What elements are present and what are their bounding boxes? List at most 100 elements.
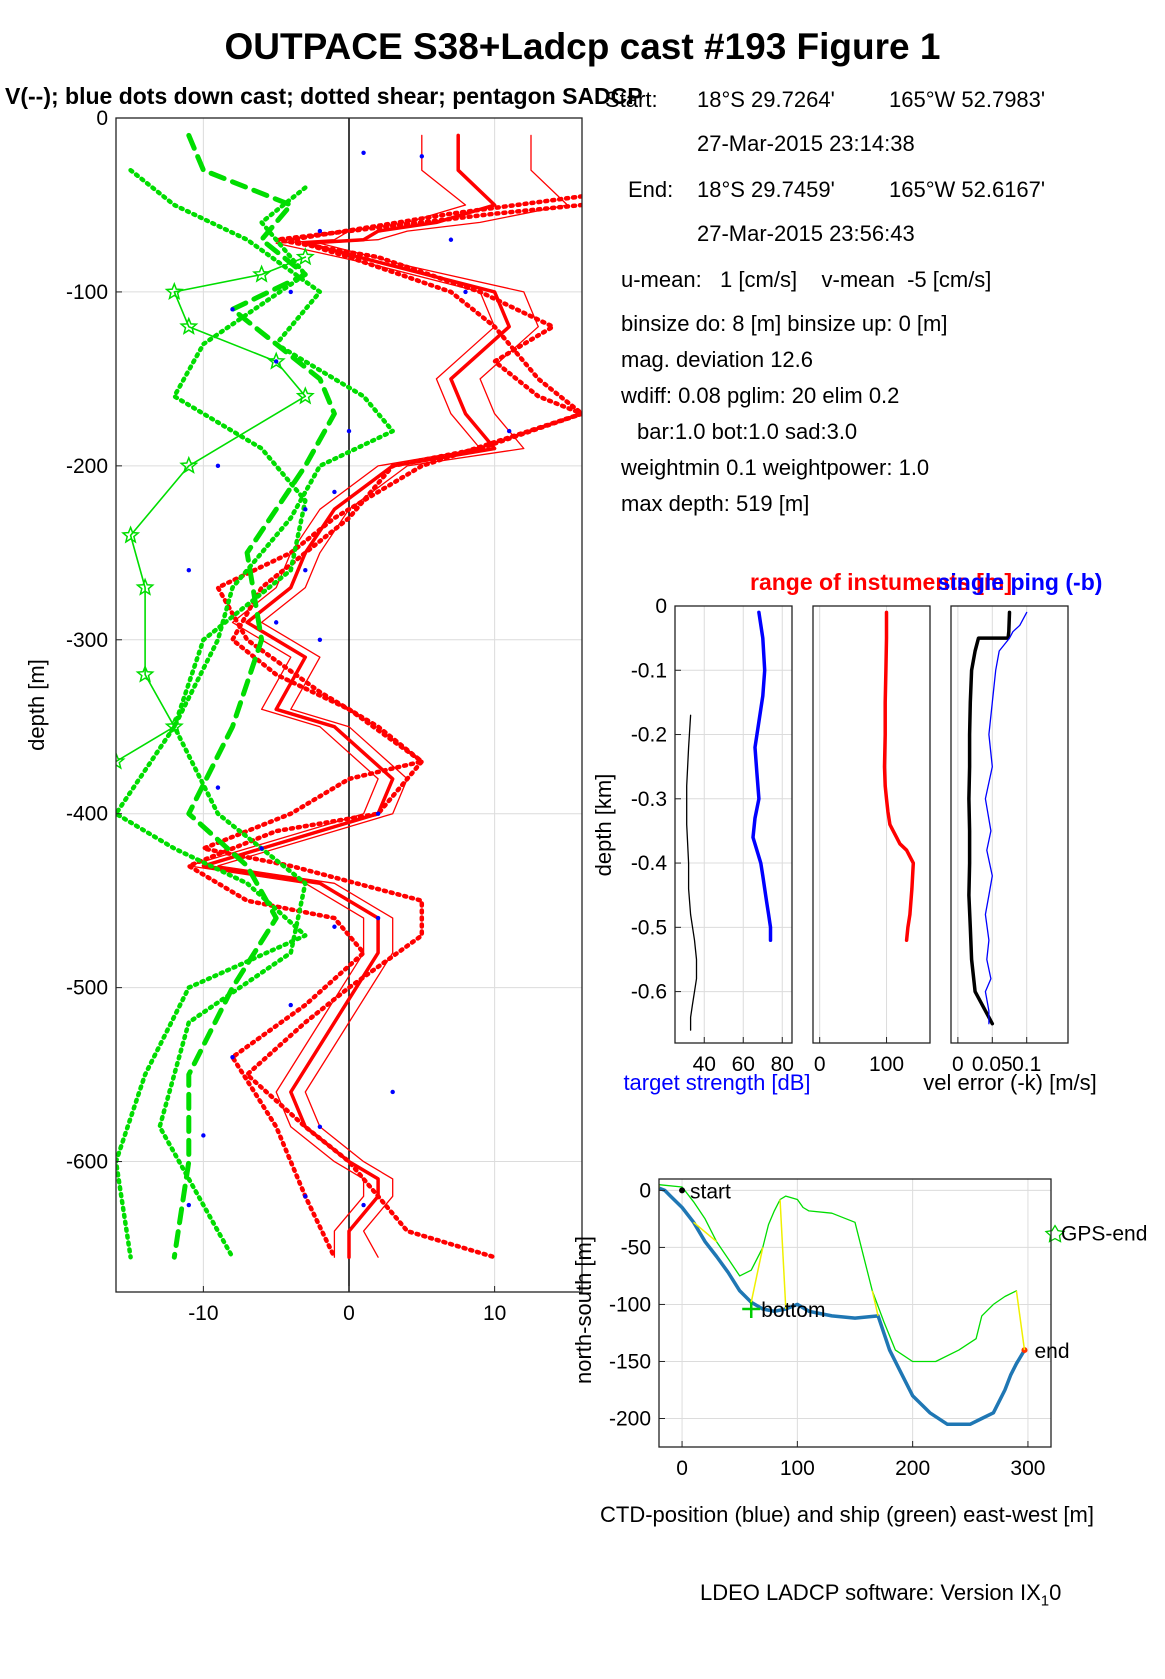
target-ylabel: depth [km] bbox=[591, 774, 616, 877]
position-series-0 bbox=[659, 1186, 1027, 1426]
star-marker bbox=[179, 316, 199, 335]
downcast-dot bbox=[303, 568, 308, 573]
velocity-profile-series-5 bbox=[171, 132, 337, 1260]
start-lat: 18°S 29.7264' bbox=[697, 87, 835, 112]
y-tick-label: 0 bbox=[96, 107, 108, 130]
target-strength-series-0 bbox=[751, 610, 773, 942]
figure-title: OUTPACE S38+Ladcp cast #193 Figure 1 bbox=[224, 26, 941, 67]
downcast-dot bbox=[201, 1133, 206, 1138]
connector-line bbox=[693, 1221, 718, 1243]
end-time: 27-Mar-2015 23:56:43 bbox=[697, 221, 915, 246]
downcast-dot bbox=[463, 289, 468, 295]
downcast-dot bbox=[375, 811, 381, 816]
star-marker bbox=[135, 577, 155, 596]
range-panel bbox=[812, 605, 931, 1044]
downcast-dot bbox=[332, 489, 337, 495]
downcast-dot bbox=[259, 846, 264, 851]
y-tick-label: -0.3 bbox=[631, 788, 667, 811]
downcast-dot bbox=[332, 924, 337, 929]
star-marker bbox=[295, 386, 315, 405]
x-tick-label: 100 bbox=[780, 1457, 815, 1480]
wdiff-info: wdiff: 0.08 pglim: 20 elim 0.2 bbox=[621, 383, 900, 408]
x-tick-label: 0 bbox=[814, 1053, 826, 1076]
y-tick-label: 0 bbox=[655, 595, 667, 618]
velocity-profile-panel bbox=[115, 117, 583, 1293]
star-marker bbox=[164, 716, 184, 735]
x-tick-label: 0 bbox=[676, 1457, 688, 1480]
star-marker bbox=[252, 264, 272, 283]
start-lon: 165°W 52.7983' bbox=[889, 87, 1046, 112]
downcast-dot bbox=[230, 1055, 235, 1060]
downcast-dot bbox=[361, 150, 366, 155]
position-panel bbox=[658, 1178, 1066, 1448]
target-strength-frame bbox=[674, 605, 793, 1044]
x-tick-label: 200 bbox=[895, 1457, 930, 1480]
start-label: start bbox=[690, 1180, 731, 1203]
x-tick-label: 0 bbox=[952, 1053, 964, 1076]
target-strength-series-1 bbox=[686, 714, 698, 1031]
end-label: end bbox=[1034, 1340, 1069, 1363]
range-plot-area bbox=[882, 610, 916, 942]
figure-subtitle: V(--); blue dots down cast; dotted shear… bbox=[5, 83, 643, 109]
range-background bbox=[813, 606, 930, 1043]
y-tick-label: -500 bbox=[66, 977, 108, 1000]
downcast-dot bbox=[215, 463, 221, 469]
x-tick-label: 60 bbox=[732, 1053, 755, 1076]
target-xlabel: target strength [dB] bbox=[623, 1070, 810, 1095]
range-series-0 bbox=[882, 610, 916, 942]
downcast-dot bbox=[288, 289, 293, 295]
position-series-1 bbox=[659, 1184, 1018, 1363]
velocity-profile-series-8 bbox=[116, 256, 307, 763]
y-tick-label: -50 bbox=[621, 1236, 651, 1259]
bar-info: bar:1.0 bot:1.0 sad:3.0 bbox=[637, 419, 858, 444]
downcast-dot bbox=[186, 568, 192, 573]
downcast-dot bbox=[375, 915, 381, 921]
range-title: range of instuments [m] bbox=[750, 569, 1012, 595]
start-label: Start: bbox=[605, 87, 658, 112]
start-marker bbox=[679, 1187, 686, 1194]
downcast-dot bbox=[419, 154, 425, 159]
single-ping-title: single ping (-b) bbox=[938, 569, 1103, 595]
x-tick-label: 0.05 bbox=[972, 1053, 1013, 1076]
connector-line bbox=[750, 1247, 764, 1303]
downcast-dot bbox=[317, 637, 323, 642]
downcast-dot bbox=[273, 620, 279, 625]
downcast-dot bbox=[390, 1089, 395, 1095]
footer-text: LDEO LADCP software: Version IX bbox=[700, 1580, 1041, 1605]
downcast-dot bbox=[506, 428, 512, 434]
downcast-dot bbox=[273, 359, 279, 364]
star-marker bbox=[164, 281, 184, 301]
star-marker bbox=[295, 247, 315, 266]
y-tick-label: -0.1 bbox=[631, 659, 667, 682]
x-tick-label: 80 bbox=[771, 1053, 794, 1076]
start-time: 27-Mar-2015 23:14:38 bbox=[697, 131, 915, 156]
velerror-xlabel: vel error (-k) [m/s] bbox=[923, 1070, 1097, 1095]
connector-line bbox=[779, 1199, 787, 1310]
x-tick-label: 100 bbox=[869, 1053, 904, 1076]
connector-line bbox=[871, 1290, 879, 1317]
velocity-profile-series-7 bbox=[157, 185, 308, 1260]
position-background bbox=[659, 1179, 1051, 1447]
star-marker bbox=[121, 525, 141, 544]
x-tick-label: 10 bbox=[483, 1302, 506, 1325]
y-tick-label: -0.5 bbox=[631, 916, 667, 939]
velocity-profile-series-2 bbox=[217, 134, 569, 1258]
downcast-dot bbox=[230, 307, 235, 312]
mean-velocities: u-mean: 1 [cm/s] v-mean -5 [cm/s] bbox=[621, 267, 992, 292]
footer-subscript: 1 bbox=[1040, 1592, 1050, 1610]
velocity-error-plot-area bbox=[967, 610, 1028, 1026]
y-tick-label: -200 bbox=[66, 455, 108, 478]
bottom-marker bbox=[742, 1300, 761, 1319]
star-marker bbox=[116, 751, 126, 770]
star-marker bbox=[179, 455, 199, 474]
downcast-dot bbox=[186, 1202, 192, 1208]
position-frame bbox=[658, 1178, 1052, 1448]
end-lon: 165°W 52.6167' bbox=[889, 177, 1046, 202]
downcast-dot bbox=[317, 1124, 323, 1129]
star-marker bbox=[266, 351, 286, 370]
downcast-dot bbox=[346, 428, 352, 434]
end-lat: 18°S 29.7459' bbox=[697, 177, 835, 202]
magnetic-deviation: mag. deviation 12.6 bbox=[621, 347, 814, 372]
velocity-error-frame bbox=[950, 605, 1069, 1044]
